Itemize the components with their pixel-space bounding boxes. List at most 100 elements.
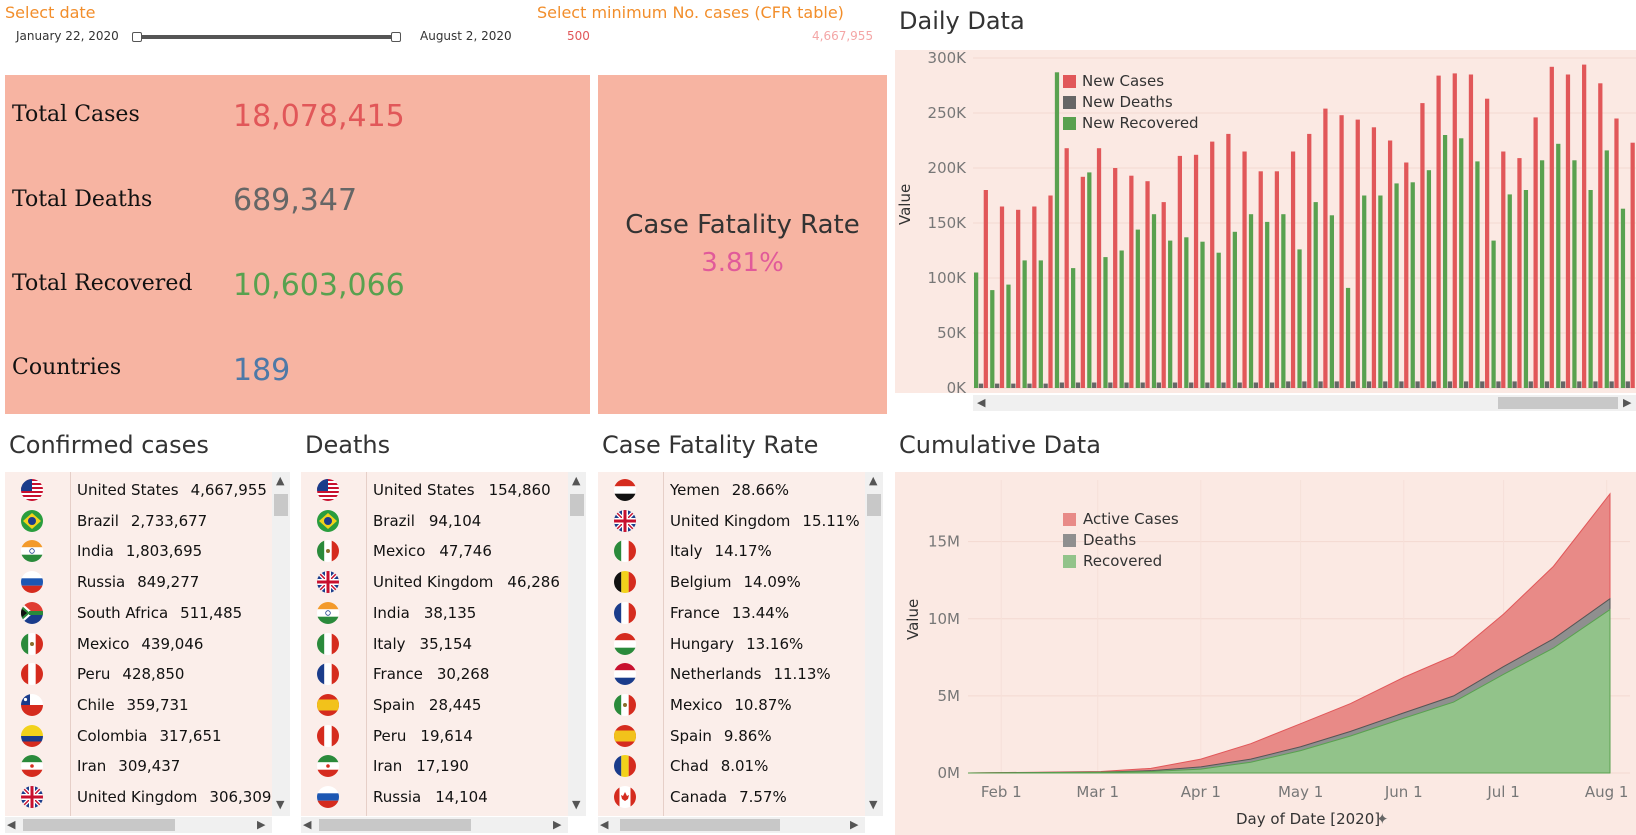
scroll-left-icon[interactable]: ◀ <box>7 818 16 831</box>
scroll-down-icon[interactable]: ▼ <box>276 798 285 811</box>
x-tick-label: Mar 1 <box>1076 783 1119 801</box>
list-item[interactable]: United States 154,860 <box>301 473 568 505</box>
scroll-up-icon[interactable]: ▲ <box>869 474 878 487</box>
list-item[interactable]: South Africa 511,485 <box>5 596 272 628</box>
bar-new-deaths <box>1011 383 1016 388</box>
daily-chart-hscroll[interactable]: ◀ ▶ <box>973 395 1636 411</box>
bar-new-recovered <box>990 290 995 388</box>
list-item[interactable]: Mexico 47,746 <box>301 534 568 566</box>
bar-new-recovered <box>1539 160 1545 388</box>
list-item[interactable]: Iran 17,190 <box>301 749 568 781</box>
scroll-left-icon[interactable]: ◀ <box>600 818 609 831</box>
scroll-thumb[interactable] <box>23 819 175 831</box>
confirmed-vscroll[interactable]: ▲ ▼ <box>272 472 290 816</box>
country-value: 306,309 <box>209 788 272 806</box>
list-item[interactable]: Italy 14.17% <box>598 534 865 566</box>
list-item[interactable]: Belgium 14.09% <box>598 565 865 597</box>
list-item[interactable]: Russia 849,277 <box>5 565 272 597</box>
date-slider-track[interactable] <box>136 35 398 39</box>
cfr-vscroll[interactable]: ▲ ▼ <box>865 472 883 816</box>
list-item[interactable]: Hungary 13.16% <box>598 627 865 659</box>
bar-new-cases <box>1032 206 1037 388</box>
scroll-thumb[interactable] <box>319 819 471 831</box>
x-tick-label: Jun 1 <box>1384 783 1423 801</box>
list-item[interactable]: Peru 19,614 <box>301 719 568 751</box>
date-slider-start-handle[interactable] <box>132 32 142 42</box>
scroll-up-icon[interactable]: ▲ <box>572 474 581 487</box>
list-item[interactable]: India 38,135 <box>301 596 568 628</box>
scroll-thumb[interactable] <box>867 494 881 516</box>
bar-new-recovered <box>1054 72 1060 389</box>
bar-new-recovered <box>1604 150 1609 388</box>
list-item[interactable]: France 30,268 <box>301 657 568 689</box>
list-item[interactable]: Mexico 439,046 <box>5 627 272 659</box>
bar-new-deaths <box>1544 381 1550 388</box>
cfr-hscroll[interactable]: ◀ ▶ <box>598 817 865 833</box>
deaths-hscroll[interactable]: ◀ ▶ <box>301 817 568 833</box>
country-value: 14.09% <box>743 573 801 592</box>
bar-new-deaths <box>1528 381 1533 388</box>
scroll-left-icon[interactable]: ◀ <box>303 818 312 831</box>
list-item[interactable]: Iran 309,437 <box>5 749 272 781</box>
scroll-thumb[interactable] <box>1498 397 1618 409</box>
bar-new-recovered <box>1038 260 1043 388</box>
india-flag-icon <box>317 601 339 624</box>
list-item[interactable]: Yemen 28.66% <box>598 473 865 505</box>
list-item[interactable]: Spain 28,445 <box>301 688 568 720</box>
mexico-flag-icon <box>317 540 339 563</box>
list-item[interactable]: Mexico 10.87% <box>598 688 865 720</box>
confirmed-list[interactable]: United States 4,667,955 Brazil 2,733,677 Ind… <box>5 472 272 816</box>
bar-new-cases <box>1016 209 1021 388</box>
country-value: 9.86% <box>723 726 772 745</box>
scroll-right-icon[interactable]: ▶ <box>1623 396 1632 409</box>
scroll-left-icon[interactable]: ◀ <box>977 396 986 409</box>
scroll-right-icon[interactable]: ▶ <box>257 818 266 831</box>
bar-new-deaths <box>1108 382 1113 388</box>
list-item[interactable]: Chad 8.01% <box>598 749 865 781</box>
y-tick-label: 0M <box>938 764 961 782</box>
italy-flag-icon <box>614 540 636 563</box>
list-item[interactable]: United States 4,667,955 <box>5 473 272 505</box>
list-item[interactable]: United Kingdom 46,286 <box>301 565 568 597</box>
scroll-right-icon[interactable]: ▶ <box>850 818 859 831</box>
scroll-right-icon[interactable]: ▶ <box>553 818 562 831</box>
daily-data-title: Daily Data <box>899 7 1025 35</box>
scroll-thumb[interactable] <box>570 494 584 516</box>
list-item[interactable]: United Kingdom 306,309 <box>5 780 272 812</box>
cfr-list[interactable]: Yemen 28.66% United Kingdom 15.11% Italy 14.1… <box>598 472 865 816</box>
pin-icon[interactable]: ✦ <box>1376 810 1389 828</box>
bar-new-deaths <box>1302 381 1307 388</box>
country-name: Netherlands <box>670 665 762 684</box>
bar-new-cases <box>1096 148 1102 388</box>
date-slider-end-handle[interactable] <box>391 32 401 42</box>
confirmed-hscroll[interactable]: ◀ ▶ <box>5 817 272 833</box>
bar-new-cases <box>1484 98 1490 388</box>
deaths-vscroll[interactable]: ▲ ▼ <box>568 472 586 816</box>
list-item[interactable]: India 1,803,695 <box>5 534 272 566</box>
list-item[interactable]: Spain 9.86% <box>598 719 865 751</box>
scroll-down-icon[interactable]: ▼ <box>869 798 878 811</box>
list-item[interactable]: Canada 7.57% <box>598 780 865 812</box>
scroll-thumb[interactable] <box>620 819 780 831</box>
list-item[interactable]: Chile 359,731 <box>5 688 272 720</box>
list-item[interactable]: Brazil 94,104 <box>301 504 568 536</box>
list-item[interactable]: France 13.44% <box>598 596 865 628</box>
country-name: United States <box>373 481 475 499</box>
scroll-up-icon[interactable]: ▲ <box>276 474 285 487</box>
deaths-list[interactable]: United States 154,860 Brazil 94,104 Mexico 47… <box>301 472 568 816</box>
list-item[interactable]: Italy 35,154 <box>301 627 568 659</box>
bar-new-recovered <box>1087 172 1092 388</box>
country-value: 511,485 <box>180 603 243 622</box>
scroll-thumb[interactable] <box>274 494 288 516</box>
list-item[interactable]: United Kingdom 15.11% <box>598 504 865 536</box>
list-item[interactable]: Netherlands 11.13% <box>598 657 865 689</box>
min-cases-max-label[interactable]: 4,667,955 <box>812 29 874 43</box>
france-flag-icon <box>317 663 339 686</box>
min-cases-min-label[interactable]: 500 <box>567 29 590 43</box>
list-item[interactable]: Peru 428,850 <box>5 657 272 689</box>
list-item[interactable]: Brazil 2,733,677 <box>5 504 272 536</box>
list-item[interactable]: Russia 14,104 <box>301 780 568 812</box>
country-value: 30,268 <box>436 665 490 684</box>
scroll-down-icon[interactable]: ▼ <box>572 798 581 811</box>
list-item[interactable]: Colombia 317,651 <box>5 719 272 751</box>
